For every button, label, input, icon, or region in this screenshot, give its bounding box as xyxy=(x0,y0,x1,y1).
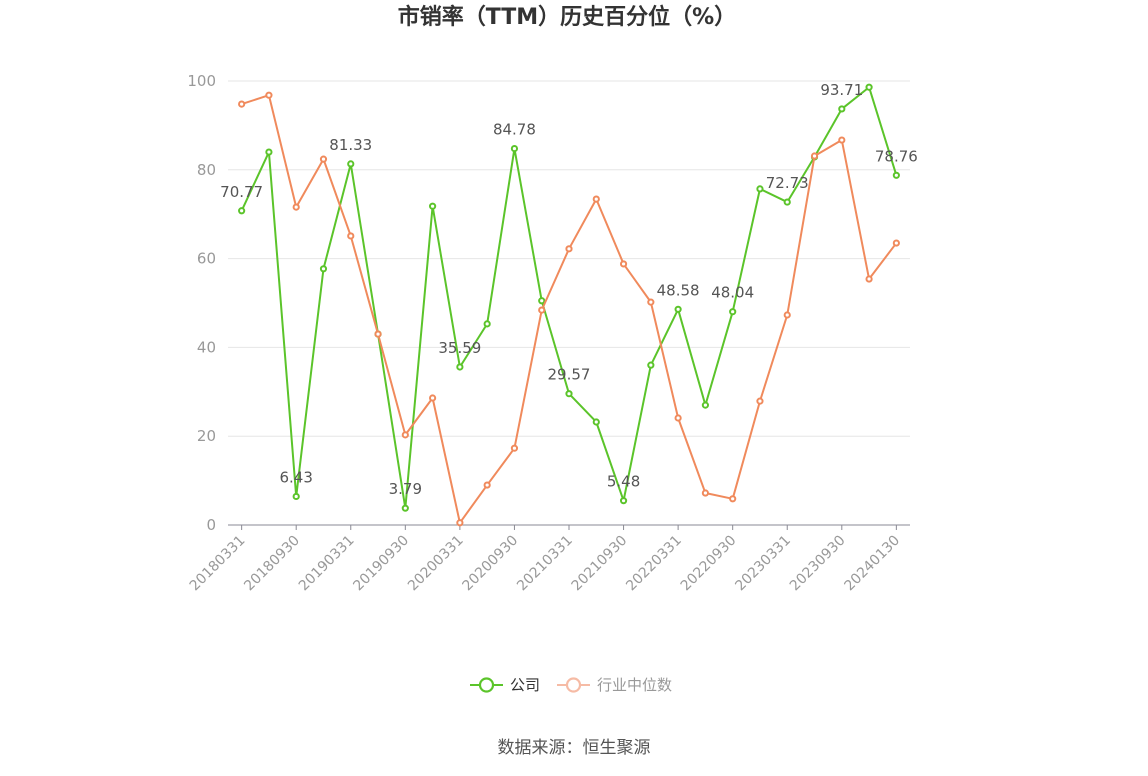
data-point xyxy=(347,232,355,240)
y-tick-label: 0 xyxy=(206,516,216,534)
data-point xyxy=(756,185,764,193)
data-point xyxy=(647,361,655,369)
x-tick-label: 20210331 xyxy=(514,533,576,595)
x-tick-label: 20240130 xyxy=(841,533,903,595)
data-point xyxy=(592,418,600,426)
x-tick-label: 20180930 xyxy=(241,533,303,595)
data-point xyxy=(701,401,710,409)
data-point xyxy=(429,202,437,210)
data-point xyxy=(619,497,628,505)
data-point xyxy=(401,431,409,439)
x-tick-label: 20200930 xyxy=(460,533,522,595)
data-point xyxy=(292,203,300,211)
data-point xyxy=(238,207,246,215)
data-point xyxy=(456,363,464,371)
y-tick-label: 40 xyxy=(197,338,216,356)
data-point xyxy=(729,495,737,503)
data-label: 3.79 xyxy=(389,480,422,498)
data-point xyxy=(838,105,846,113)
x-tick-label: 20220331 xyxy=(623,533,685,595)
data-point xyxy=(292,492,300,501)
data-point xyxy=(483,481,491,489)
x-tick-label: 20230930 xyxy=(787,533,849,595)
legend-label-company: 公司 xyxy=(510,676,541,694)
data-label: 29.57 xyxy=(548,366,591,384)
x-tick-label: 20210930 xyxy=(569,533,631,595)
data-label: 70.77 xyxy=(220,183,263,201)
data-point xyxy=(565,390,573,398)
data-point xyxy=(810,152,819,160)
x-tick-label: 20220930 xyxy=(678,533,740,595)
data-point xyxy=(701,489,710,497)
data-label: 84.78 xyxy=(493,121,536,139)
y-tick-label: 80 xyxy=(197,161,216,179)
x-tick-label: 20200331 xyxy=(405,533,467,595)
y-tick-label: 20 xyxy=(197,427,216,445)
legend-item-company[interactable]: 公司 xyxy=(470,674,540,696)
legend-line-circle-icon xyxy=(557,677,590,693)
legend: 公司 行业中位数 xyxy=(0,674,1148,696)
data-point xyxy=(783,311,791,319)
data-point xyxy=(538,306,546,314)
data-label: 78.76 xyxy=(875,147,918,165)
data-source: 数据来源：恒生聚源 xyxy=(497,738,651,758)
legend-line-circle-icon xyxy=(470,677,503,693)
data-point xyxy=(674,305,682,313)
y-tick-label: 60 xyxy=(197,250,216,268)
data-point xyxy=(238,100,246,108)
data-point xyxy=(647,298,655,306)
data-point xyxy=(456,519,464,527)
data-label: 93.71 xyxy=(820,81,863,99)
data-point xyxy=(265,91,273,99)
x-tick-label: 20230331 xyxy=(732,533,794,595)
data-point xyxy=(429,394,437,402)
data-point xyxy=(729,308,737,316)
data-point xyxy=(510,444,519,452)
data-point xyxy=(401,504,409,512)
data-point xyxy=(838,136,846,144)
data-label: 35.59 xyxy=(438,339,481,357)
data-label: 48.58 xyxy=(657,281,700,299)
data-label: 5.48 xyxy=(607,473,640,491)
data-point xyxy=(319,265,328,273)
data-point xyxy=(538,297,546,305)
data-point xyxy=(565,245,573,253)
data-point xyxy=(674,414,682,422)
data-point xyxy=(592,195,600,203)
data-label: 48.04 xyxy=(711,284,754,302)
data-point xyxy=(783,198,791,206)
data-label: 6.43 xyxy=(279,468,312,486)
data-label: 72.73 xyxy=(766,174,809,192)
data-point xyxy=(892,239,900,247)
y-tick-label: 100 xyxy=(187,72,216,90)
data-point xyxy=(265,148,273,156)
data-point xyxy=(374,330,382,338)
data-point xyxy=(892,171,900,179)
x-tick-label: 20180331 xyxy=(187,533,249,595)
series-line xyxy=(241,94,898,524)
x-tick-label: 20190930 xyxy=(350,533,412,595)
chart-title: 市销率（TTM）历史百分位（%） xyxy=(397,5,737,30)
data-label: 81.33 xyxy=(329,136,372,154)
data-point xyxy=(865,275,873,283)
data-point xyxy=(619,260,628,268)
data-point xyxy=(510,144,519,153)
legend-label-industry-median: 行业中位数 xyxy=(597,676,673,694)
data-point xyxy=(347,160,355,168)
legend-item-industry-median[interactable]: 行业中位数 xyxy=(557,674,672,696)
data-point xyxy=(483,320,491,328)
x-tick-label: 20190331 xyxy=(296,533,358,595)
data-point xyxy=(756,397,764,405)
data-point xyxy=(319,155,328,163)
data-point xyxy=(865,83,873,91)
